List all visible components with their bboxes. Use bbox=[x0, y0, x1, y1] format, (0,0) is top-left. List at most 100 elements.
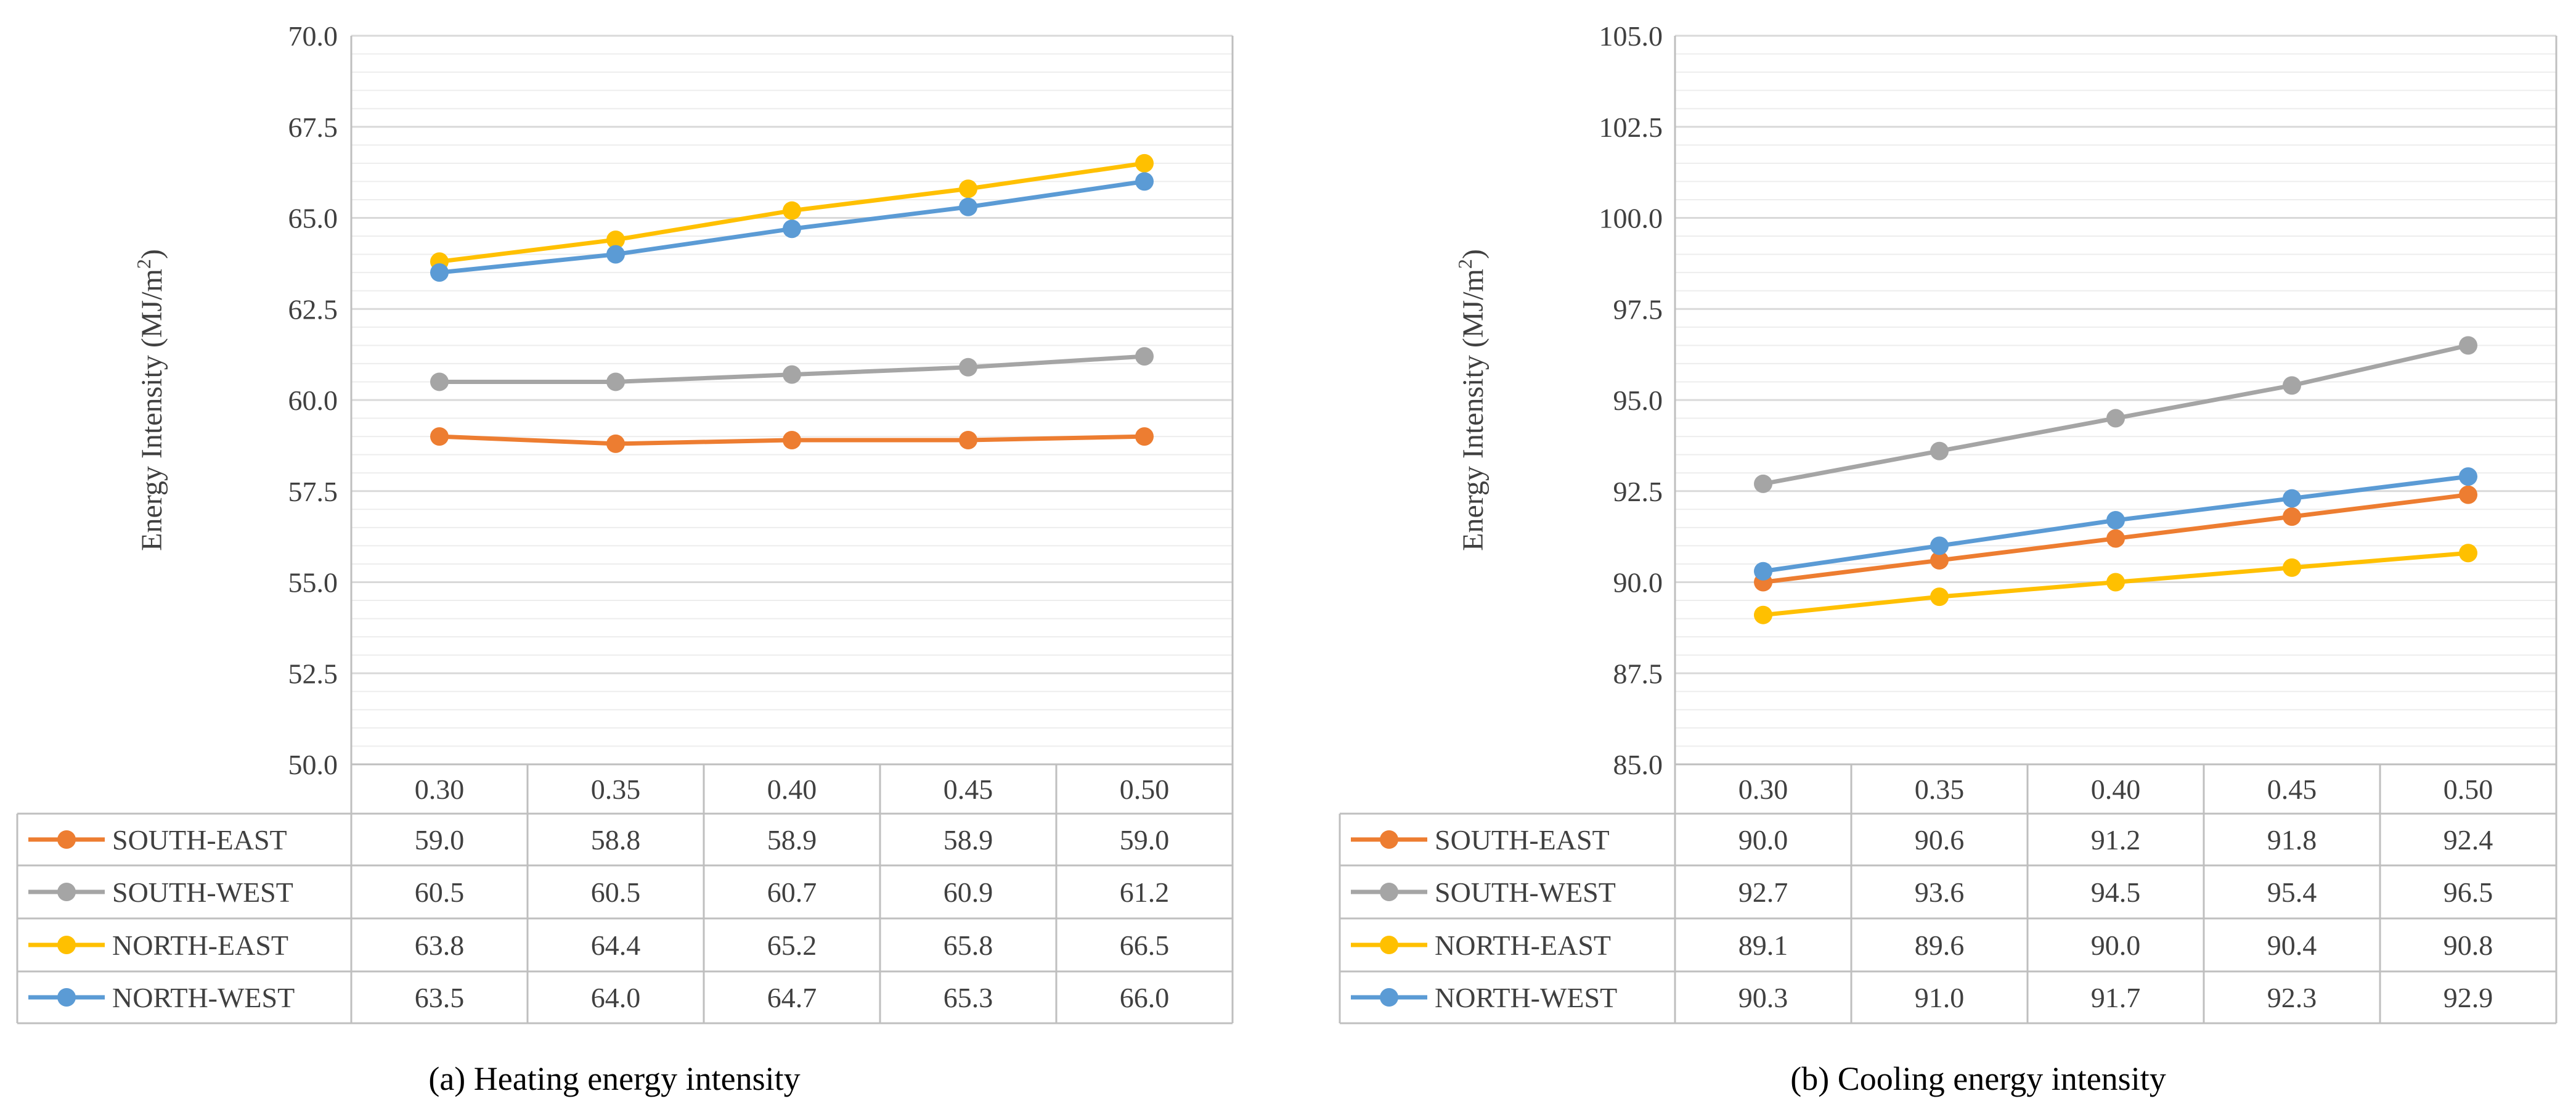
legend-key-marker bbox=[57, 936, 76, 954]
legend-key-marker bbox=[57, 883, 76, 901]
table-value: 90.4 bbox=[2267, 930, 2317, 961]
y-axis-title-main: Energy Intensity (MJ/m bbox=[1457, 269, 1490, 551]
table-value: 58.8 bbox=[591, 824, 641, 856]
data-point bbox=[606, 372, 625, 391]
table-value: 63.8 bbox=[415, 930, 465, 961]
y-axis-title-close: ) bbox=[136, 249, 168, 259]
y-tick-label: 65.0 bbox=[288, 203, 338, 234]
data-point bbox=[606, 230, 625, 249]
table-value: 90.8 bbox=[2444, 930, 2493, 961]
data-point bbox=[606, 245, 625, 264]
table-value: 91.2 bbox=[2091, 824, 2141, 856]
data-point bbox=[959, 179, 977, 198]
y-tick-label: 100.0 bbox=[1599, 203, 1663, 234]
table-value: 65.2 bbox=[767, 930, 817, 961]
table-value: 92.7 bbox=[1738, 877, 1788, 908]
data-point bbox=[2459, 336, 2477, 355]
legend-key-marker bbox=[1380, 936, 1398, 954]
data-point bbox=[783, 201, 801, 220]
series-north-east bbox=[1754, 544, 2477, 624]
table-value: 59.0 bbox=[415, 824, 465, 856]
table-value: 94.5 bbox=[2091, 877, 2141, 908]
data-point bbox=[1930, 536, 1949, 555]
table-value: 65.3 bbox=[944, 982, 993, 1013]
category-label: 0.45 bbox=[2267, 774, 2317, 805]
data-point bbox=[2106, 573, 2125, 592]
y-tick-label: 97.5 bbox=[1613, 293, 1663, 325]
y-axis-title-superscript: 2 bbox=[1454, 259, 1476, 269]
legend-series-name: SOUTH-WEST bbox=[1435, 877, 1616, 908]
table-value: 60.5 bbox=[591, 877, 641, 908]
series-north-west bbox=[430, 172, 1154, 282]
table-value: 90.6 bbox=[1915, 824, 1965, 856]
category-label: 0.50 bbox=[1120, 774, 1170, 805]
table-value: 64.4 bbox=[591, 930, 641, 961]
data-point bbox=[1135, 427, 1154, 446]
legend-series-name: NORTH-EAST bbox=[1435, 930, 1611, 961]
data-point bbox=[1930, 587, 1949, 607]
table-value: 58.9 bbox=[767, 824, 817, 856]
series-south-east bbox=[430, 427, 1154, 453]
y-tick-label: 102.5 bbox=[1599, 112, 1663, 143]
y-axis-title: Energy Intensity (MJ/m2) bbox=[1454, 249, 1490, 551]
category-label: 0.50 bbox=[2444, 774, 2493, 805]
legend-key-marker bbox=[57, 830, 76, 849]
table-value: 90.0 bbox=[1738, 824, 1788, 856]
data-point bbox=[1930, 551, 1949, 570]
y-tick-label: 85.0 bbox=[1613, 749, 1663, 780]
table-value: 91.7 bbox=[2091, 982, 2141, 1013]
series-south-west bbox=[1754, 336, 2477, 493]
data-point bbox=[1754, 562, 1772, 581]
data-point bbox=[783, 219, 801, 239]
series-south-west bbox=[430, 347, 1154, 391]
data-point bbox=[606, 434, 625, 453]
table-value: 64.7 bbox=[767, 982, 817, 1013]
legend-series-name: NORTH-WEST bbox=[1435, 982, 1617, 1013]
category-label: 0.40 bbox=[767, 774, 817, 805]
heating-chart: 50.0 52.5 55.0 57.5 60.0 62.5 65.0 67.5 70.0 Ener… bbox=[16, 20, 1234, 1097]
y-tick-label: 62.5 bbox=[288, 293, 338, 325]
table-value: 66.0 bbox=[1120, 982, 1170, 1013]
y-axis-ticks: 50.0 52.5 55.0 57.5 60.0 62.5 65.0 67.5 70.0 bbox=[288, 20, 338, 780]
legend-key-marker bbox=[57, 988, 76, 1007]
data-point bbox=[1135, 153, 1154, 173]
chart-caption: (a) Heating energy intensity bbox=[428, 1060, 800, 1097]
data-point bbox=[430, 372, 449, 391]
data-point bbox=[2106, 409, 2125, 428]
data-point bbox=[1754, 605, 1772, 624]
y-tick-label: 105.0 bbox=[1599, 20, 1663, 52]
y-tick-label: 57.5 bbox=[288, 476, 338, 507]
data-point bbox=[959, 358, 977, 377]
table-value: 64.0 bbox=[591, 982, 641, 1013]
table-value: 92.4 bbox=[2444, 824, 2493, 856]
y-tick-label: 70.0 bbox=[288, 20, 338, 52]
legend-series-name: NORTH-EAST bbox=[112, 930, 288, 961]
data-point bbox=[2459, 467, 2477, 486]
y-tick-label: 87.5 bbox=[1613, 658, 1663, 689]
table-value: 90.0 bbox=[2091, 930, 2141, 961]
legend-key-marker bbox=[1380, 988, 1398, 1007]
table-value: 91.0 bbox=[1915, 982, 1965, 1013]
table-value: 92.3 bbox=[2267, 982, 2317, 1013]
table-value: 59.0 bbox=[1120, 824, 1170, 856]
y-tick-label: 60.0 bbox=[288, 385, 338, 416]
series-north-west bbox=[1754, 467, 2477, 581]
data-point bbox=[430, 263, 449, 282]
data-point bbox=[1754, 474, 1772, 493]
data-point bbox=[2106, 511, 2125, 530]
data-table: 0.30 0.35 0.40 0.45 0.50 SOUTH-EAST 90.0 90.6 91… bbox=[1339, 36, 2558, 1024]
y-tick-label: 50.0 bbox=[288, 749, 338, 780]
data-point bbox=[2283, 489, 2301, 508]
series-south-east bbox=[1754, 485, 2477, 592]
gridlines bbox=[1675, 35, 2556, 766]
legend-series-name: SOUTH-EAST bbox=[112, 824, 287, 856]
cooling-chart: 85.0 87.5 90.0 92.5 95.0 97.5 100.0 102.5 105.0 E… bbox=[1339, 20, 2558, 1097]
table-value: 58.9 bbox=[944, 824, 993, 856]
table-value: 89.6 bbox=[1915, 930, 1965, 961]
table-value: 63.5 bbox=[415, 982, 465, 1013]
data-point bbox=[2459, 544, 2477, 563]
table-value: 92.9 bbox=[2444, 982, 2493, 1013]
data-point bbox=[783, 365, 801, 384]
table-value: 60.7 bbox=[767, 877, 817, 908]
data-point bbox=[2459, 485, 2477, 504]
